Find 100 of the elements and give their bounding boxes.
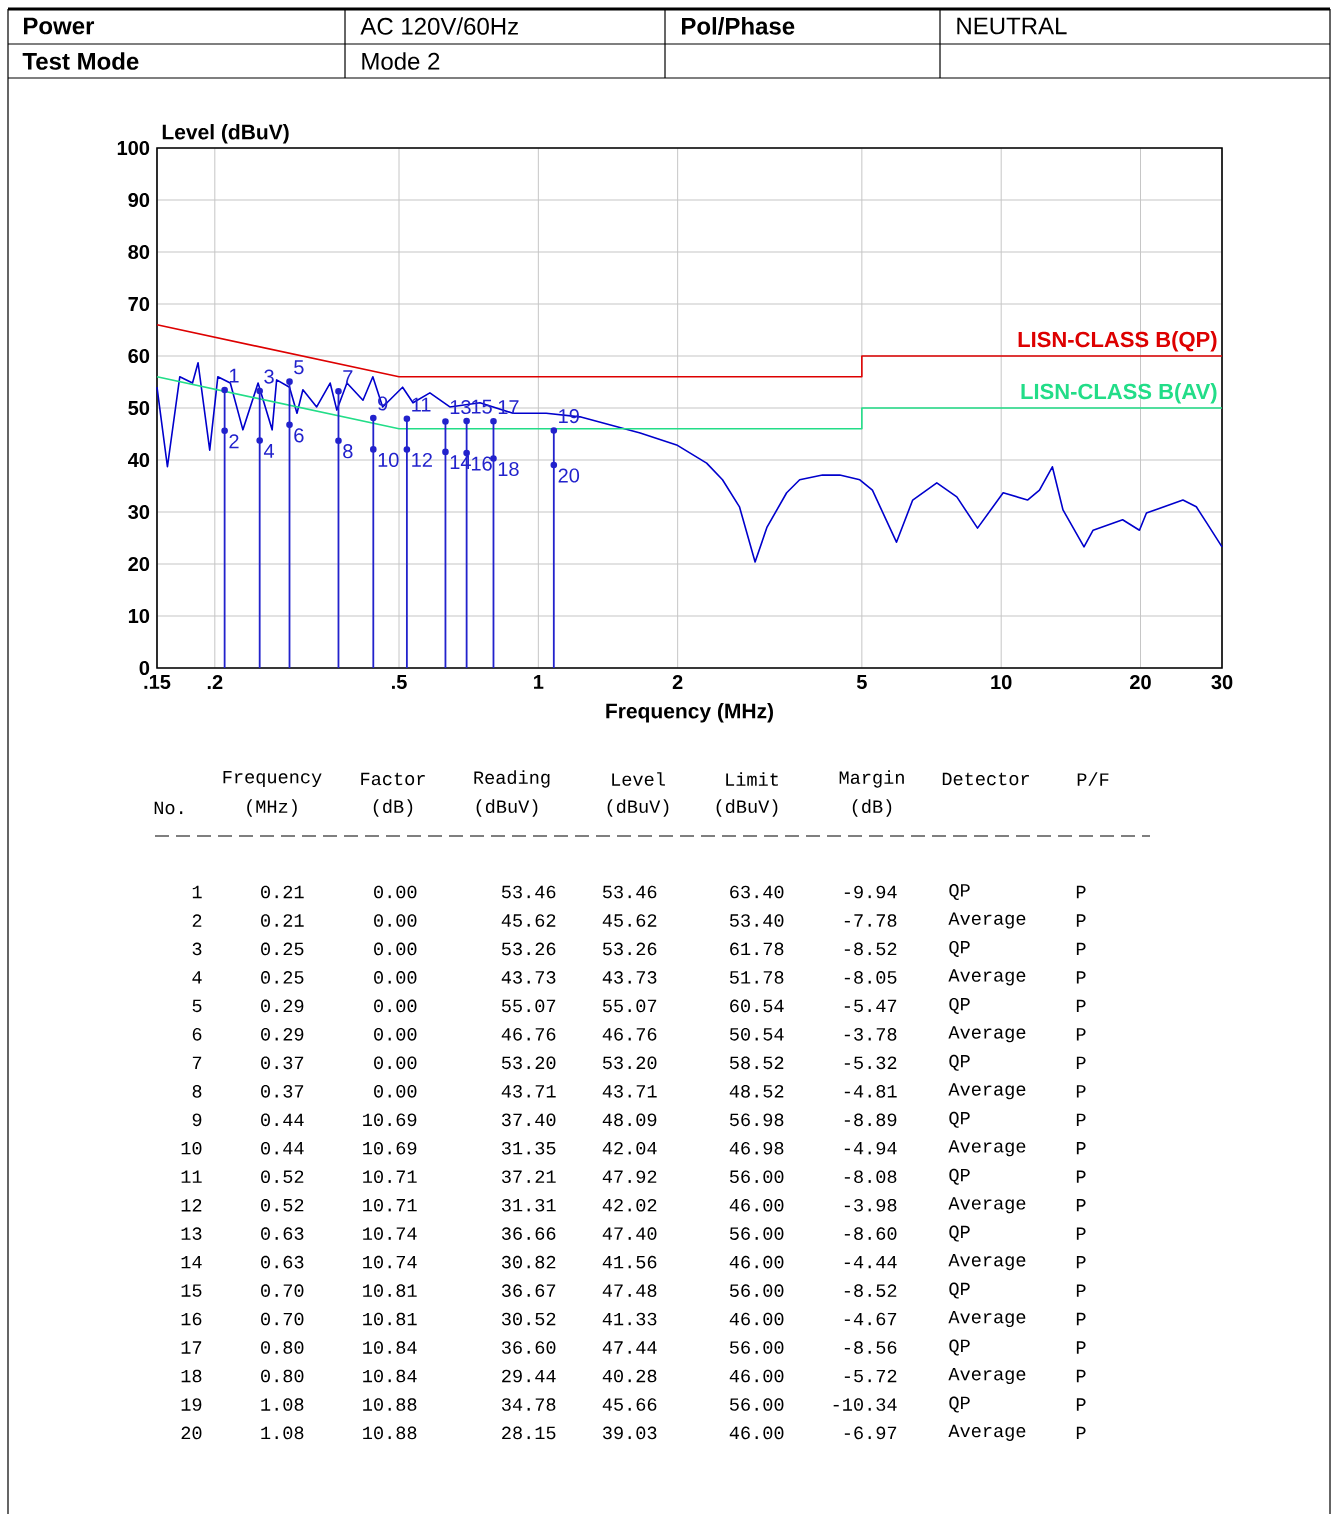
- series-label: LISN-CLASS B(AV): [1021, 383, 1217, 404]
- text: QP: [949, 997, 970, 1014]
- text: Margin: [839, 770, 904, 788]
- text: 53.40: [729, 914, 784, 927]
- text: QP: [949, 1168, 970, 1185]
- annotation: 16: [471, 456, 492, 471]
- text: 56.00: [729, 1170, 784, 1184]
- text: 1.08: [261, 1398, 304, 1411]
- text: 45.62: [501, 914, 556, 927]
- text: 13: [181, 1227, 202, 1240]
- text: 53.46: [501, 885, 556, 899]
- text: 36.66: [501, 1227, 556, 1240]
- text: (dB): [373, 799, 413, 817]
- text: Average: [948, 1254, 1026, 1271]
- text: QP: [949, 884, 970, 900]
- text: AC 120V/60Hz: [360, 17, 518, 35]
- text: 46.00: [729, 1312, 784, 1326]
- x-tick-label: 5: [856, 675, 867, 690]
- text: 18: [181, 1369, 202, 1383]
- text: Limit: [726, 772, 778, 786]
- text: 48.09: [602, 1113, 657, 1127]
- text: 37.40: [501, 1113, 556, 1127]
- y-tick-label: 80: [128, 244, 150, 260]
- text: 8: [192, 1084, 202, 1098]
- annotation: 12: [412, 452, 432, 467]
- text: Average: [948, 969, 1026, 986]
- text: 10.88: [363, 1398, 417, 1411]
- text: (dBuV): [607, 799, 669, 817]
- text: 31.31: [501, 1198, 556, 1212]
- annotation: 11: [412, 397, 431, 412]
- text: 48.52: [729, 1084, 784, 1098]
- text: 45.62: [602, 914, 657, 927]
- text: P: [1076, 999, 1086, 1013]
- annotation: 5: [294, 360, 304, 375]
- y-tick-label: 60: [128, 348, 150, 364]
- annotation: 8: [343, 444, 353, 459]
- text: 0.80: [261, 1369, 304, 1383]
- text: 0.44: [261, 1141, 304, 1155]
- text: Average: [948, 1140, 1026, 1157]
- text: P/F: [1077, 772, 1109, 786]
- text: P: [1076, 1312, 1086, 1326]
- text: 11: [181, 1170, 202, 1183]
- text: 56.00: [729, 1398, 784, 1411]
- text: 0.52: [261, 1170, 304, 1184]
- text: 46.00: [729, 1369, 784, 1383]
- text: 53.26: [501, 942, 556, 956]
- annotation: 3: [264, 369, 274, 384]
- text: P: [1076, 971, 1086, 984]
- text: 10.69: [363, 1141, 417, 1155]
- text: 56.00: [729, 1227, 784, 1240]
- text: 10.81: [363, 1312, 417, 1326]
- text: -5.72: [844, 1369, 897, 1383]
- text: 42.04: [602, 1141, 657, 1155]
- x-tick-label: 30: [1211, 675, 1233, 690]
- text: Average: [948, 1083, 1026, 1100]
- text: 56.00: [729, 1341, 784, 1354]
- text: 28.15: [502, 1426, 556, 1440]
- text: P: [1076, 914, 1086, 927]
- text: 10: [181, 1141, 202, 1155]
- text: No.: [154, 801, 183, 815]
- text: 40.28: [602, 1369, 657, 1383]
- text: 53.26: [602, 942, 657, 956]
- text: -4.94: [844, 1141, 897, 1155]
- text: Average: [948, 1367, 1026, 1385]
- text: 46.98: [729, 1141, 784, 1155]
- annotation: 10: [378, 452, 399, 467]
- text: -4.44: [844, 1255, 897, 1269]
- text: 56.00: [729, 1284, 784, 1297]
- y-tick-label: 0: [139, 660, 150, 676]
- text: 0.29: [261, 999, 304, 1013]
- text: 16: [181, 1312, 202, 1326]
- text: 29.44: [502, 1369, 556, 1383]
- text: 1: [192, 885, 202, 899]
- x-tick-label: .15: [144, 675, 171, 690]
- text: -5.47: [844, 999, 897, 1013]
- text: 55.07: [501, 999, 556, 1013]
- text: -10.34: [833, 1398, 897, 1411]
- text: 0.25: [261, 971, 304, 984]
- y-tick-label: 10: [128, 608, 150, 624]
- annotation: 4: [263, 444, 275, 458]
- text: 0.00: [374, 1027, 417, 1041]
- text: -8.05: [844, 971, 897, 984]
- text: -6.97: [844, 1426, 897, 1440]
- text: 17: [181, 1341, 202, 1354]
- text: P: [1076, 942, 1086, 956]
- text: 10.69: [363, 1113, 417, 1127]
- text: 10.74: [363, 1255, 417, 1269]
- text: 55.07: [602, 999, 657, 1013]
- text: 53.20: [501, 1056, 556, 1070]
- text: Frequency: [223, 770, 322, 788]
- text: 2: [192, 914, 202, 927]
- text: Detector: [942, 772, 1029, 786]
- text: 34.78: [501, 1398, 556, 1411]
- annotation: 2: [229, 434, 239, 449]
- text: 43.71: [602, 1084, 657, 1098]
- text: (MHz): [247, 799, 297, 817]
- text: QP: [949, 940, 970, 957]
- x-tick-label: 2: [672, 675, 683, 690]
- text: 50.54: [729, 1027, 784, 1041]
- text: 37.21: [501, 1170, 556, 1184]
